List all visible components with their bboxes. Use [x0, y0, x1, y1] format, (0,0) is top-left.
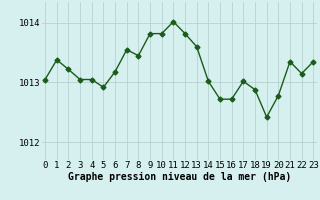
X-axis label: Graphe pression niveau de la mer (hPa): Graphe pression niveau de la mer (hPa): [68, 172, 291, 182]
